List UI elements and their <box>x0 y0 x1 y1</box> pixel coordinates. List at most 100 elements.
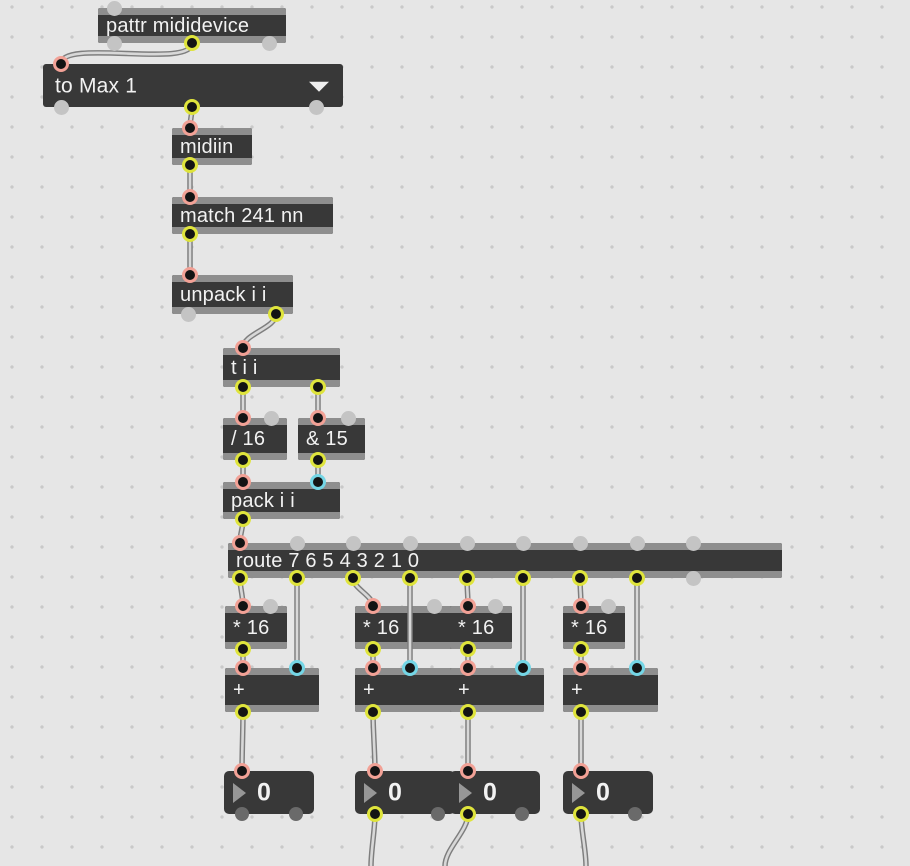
outlet-nub-out[interactable] <box>629 570 645 586</box>
inlet-nub-idle[interactable] <box>629 535 645 551</box>
object-box-match[interactable]: match 241 nn <box>172 197 333 234</box>
outlet-nub-out[interactable] <box>367 806 383 822</box>
inlet-nub-idle[interactable] <box>262 598 278 614</box>
inlet-nub-cold[interactable] <box>402 660 418 676</box>
inlet-nub-idle[interactable] <box>600 598 616 614</box>
object-box-divide-16[interactable]: / 16 <box>223 418 287 460</box>
object-text: & 15 <box>306 428 348 450</box>
outlet-nub-out[interactable] <box>573 806 589 822</box>
inlet-nub-cold[interactable] <box>310 474 326 490</box>
outlet-nub-out[interactable] <box>289 570 305 586</box>
outlet-nub-out[interactable] <box>459 570 475 586</box>
object-text: midiin <box>180 135 234 158</box>
inlet-nub-idle[interactable] <box>345 535 361 551</box>
dropdown-arrow-icon[interactable] <box>309 81 329 92</box>
outlet-nub-out[interactable] <box>184 99 200 115</box>
object-box-multiply-16-1[interactable]: * 16 <box>225 606 287 649</box>
object-box-multiply-16-4[interactable]: * 16 <box>563 606 625 649</box>
object-text: pattr mididevice <box>106 14 250 37</box>
outlet-nub-out[interactable] <box>572 570 588 586</box>
object-text: unpack i i <box>180 283 267 306</box>
outlet-nub-out[interactable] <box>232 570 248 586</box>
inlet-nub-hot[interactable] <box>182 120 198 136</box>
patch-cord[interactable] <box>59 41 194 66</box>
inlet-nub-cold[interactable] <box>515 660 531 676</box>
inlet-nub-hot[interactable] <box>460 763 476 779</box>
inlet-nub-hot[interactable] <box>53 56 69 72</box>
outlet-nub-idle[interactable] <box>685 570 701 586</box>
inlet-nub-idle[interactable] <box>340 410 356 426</box>
inlet-nub-hot[interactable] <box>365 660 381 676</box>
inlet-nub-idle[interactable] <box>289 535 305 551</box>
object-box-bitand-15[interactable]: & 15 <box>298 418 365 460</box>
inlet-nub-hot[interactable] <box>234 763 250 779</box>
inlet-nub-idle[interactable] <box>402 535 418 551</box>
inlet-nub-idle[interactable] <box>106 0 122 16</box>
outlet-nub-out[interactable] <box>365 641 381 657</box>
number-value: 0 <box>388 778 402 806</box>
inlet-nub-hot[interactable] <box>235 474 251 490</box>
inlet-nub-hot[interactable] <box>573 763 589 779</box>
outlet-nub-idle_dark[interactable] <box>628 807 642 821</box>
inlet-nub-cold[interactable] <box>289 660 305 676</box>
inlet-nub-hot[interactable] <box>235 598 251 614</box>
outlet-nub-out[interactable] <box>460 704 476 720</box>
outlet-nub-out[interactable] <box>235 704 251 720</box>
inlet-nub-idle[interactable] <box>685 535 701 551</box>
inlet-nub-hot[interactable] <box>365 598 381 614</box>
outlet-nub-idle[interactable] <box>308 99 324 115</box>
inlet-nub-idle[interactable] <box>426 598 442 614</box>
inlet-nub-idle[interactable] <box>487 598 503 614</box>
outlet-nub-out[interactable] <box>182 226 198 242</box>
number-value: 0 <box>596 778 610 806</box>
outlet-nub-out[interactable] <box>310 452 326 468</box>
outlet-nub-idle[interactable] <box>106 35 122 51</box>
inlet-nub-idle[interactable] <box>515 535 531 551</box>
outlet-nub-idle[interactable] <box>261 35 277 51</box>
outlet-nub-out[interactable] <box>573 641 589 657</box>
outlet-nub-out[interactable] <box>235 511 251 527</box>
outlet-nub-out[interactable] <box>460 806 476 822</box>
inlet-nub-hot[interactable] <box>573 598 589 614</box>
inlet-nub-hot[interactable] <box>182 189 198 205</box>
inlet-nub-hot[interactable] <box>367 763 383 779</box>
outlet-nub-out[interactable] <box>235 379 251 395</box>
inlet-nub-hot[interactable] <box>235 410 251 426</box>
inlet-nub-cold[interactable] <box>629 660 645 676</box>
outlet-nub-out[interactable] <box>402 570 418 586</box>
object-box-multiply-16-3[interactable]: * 16 <box>450 606 512 649</box>
inlet-nub-hot[interactable] <box>310 410 326 426</box>
outlet-nub-out[interactable] <box>310 379 326 395</box>
outlet-nub-idle_dark[interactable] <box>235 807 249 821</box>
inlet-nub-hot[interactable] <box>460 660 476 676</box>
outlet-nub-out[interactable] <box>184 35 200 51</box>
object-text: + <box>363 679 375 701</box>
inlet-nub-hot[interactable] <box>182 267 198 283</box>
outlet-nub-idle_dark[interactable] <box>289 807 303 821</box>
inlet-nub-hot[interactable] <box>573 660 589 676</box>
outlet-nub-idle[interactable] <box>180 306 196 322</box>
outlet-nub-out[interactable] <box>182 157 198 173</box>
inlet-nub-idle[interactable] <box>572 535 588 551</box>
outlet-nub-out[interactable] <box>460 641 476 657</box>
object-text: t i i <box>231 356 258 379</box>
outlet-nub-out[interactable] <box>573 704 589 720</box>
inlet-nub-idle[interactable] <box>263 410 279 426</box>
inlet-nub-hot[interactable] <box>460 598 476 614</box>
outlet-nub-idle[interactable] <box>53 99 69 115</box>
outlet-nub-idle_dark[interactable] <box>431 807 445 821</box>
outlet-nub-out[interactable] <box>345 570 361 586</box>
outlet-nub-out[interactable] <box>515 570 531 586</box>
outlet-nub-out[interactable] <box>268 306 284 322</box>
outlet-nub-out[interactable] <box>235 452 251 468</box>
inlet-nub-idle[interactable] <box>459 535 475 551</box>
number-value: 0 <box>483 778 497 806</box>
inlet-nub-hot[interactable] <box>235 340 251 356</box>
outlet-nub-idle_dark[interactable] <box>515 807 529 821</box>
inlet-nub-hot[interactable] <box>232 535 248 551</box>
outlet-nub-out[interactable] <box>365 704 381 720</box>
inlet-nub-hot[interactable] <box>235 660 251 676</box>
outlet-nub-out[interactable] <box>235 641 251 657</box>
